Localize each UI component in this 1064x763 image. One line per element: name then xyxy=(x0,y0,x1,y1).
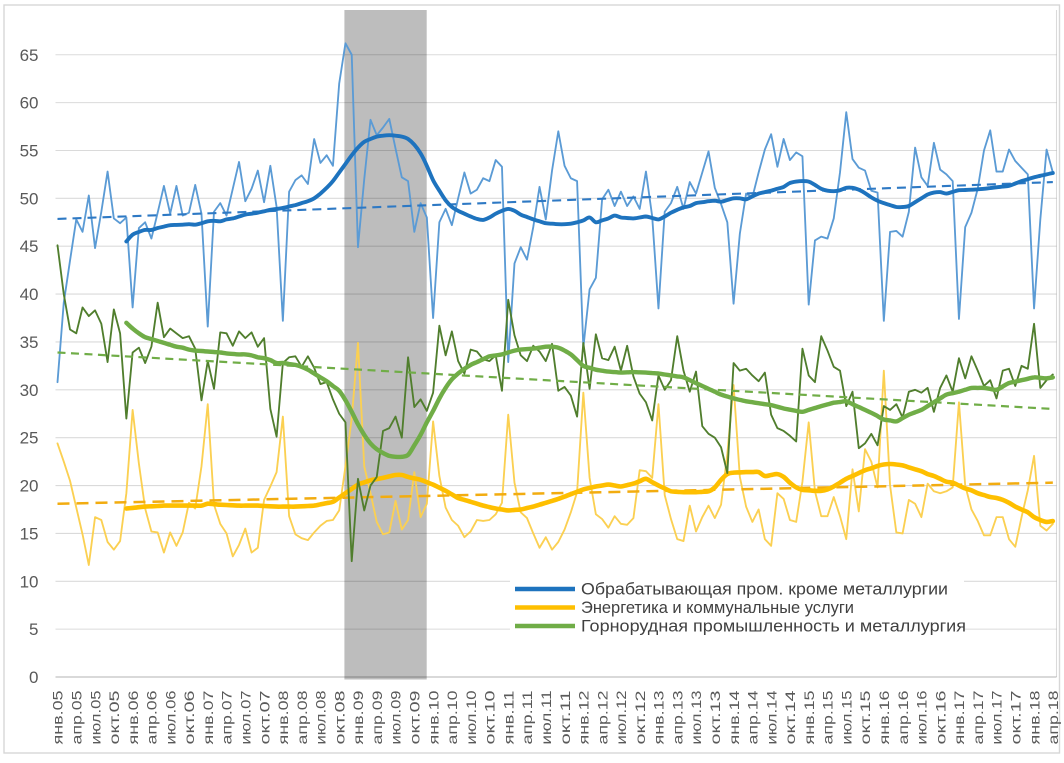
svg-text:25: 25 xyxy=(20,429,39,448)
svg-text:окт.08: окт.08 xyxy=(331,690,347,744)
svg-text:окт.12: окт.12 xyxy=(632,690,648,744)
svg-text:янв.11: янв.11 xyxy=(500,690,516,744)
svg-text:35: 35 xyxy=(20,333,39,352)
svg-text:апр.15: апр.15 xyxy=(820,690,836,744)
svg-text:Энергетика и коммунальные услу: Энергетика и коммунальные услуги xyxy=(581,598,854,617)
svg-text:янв.15: янв.15 xyxy=(801,690,817,744)
svg-text:июл.05: июл.05 xyxy=(87,690,103,744)
svg-text:окт.10: окт.10 xyxy=(482,690,498,744)
svg-text:5: 5 xyxy=(29,620,38,639)
svg-text:окт.13: окт.13 xyxy=(707,690,723,744)
svg-text:июл.14: июл.14 xyxy=(763,690,779,744)
svg-text:20: 20 xyxy=(20,477,39,496)
svg-text:июл.06: июл.06 xyxy=(162,690,178,744)
svg-text:30: 30 xyxy=(20,381,39,400)
svg-text:янв.18: янв.18 xyxy=(1026,690,1042,744)
svg-text:июл.16: июл.16 xyxy=(914,690,930,744)
svg-text:апр.07: апр.07 xyxy=(219,690,235,744)
svg-text:янв.06: янв.06 xyxy=(125,690,141,744)
svg-text:янв.07: янв.07 xyxy=(200,690,216,744)
svg-text:Горнорудная промышленность и м: Горнорудная промышленность и металлургия xyxy=(581,617,966,636)
svg-text:0: 0 xyxy=(29,668,38,687)
svg-text:окт.14: окт.14 xyxy=(782,690,798,744)
svg-text:окт.06: окт.06 xyxy=(181,690,197,744)
svg-text:55: 55 xyxy=(20,141,39,160)
svg-text:апр.17: апр.17 xyxy=(970,690,986,744)
svg-text:июл.15: июл.15 xyxy=(838,690,854,744)
svg-text:янв.14: янв.14 xyxy=(726,690,742,744)
svg-text:янв.16: янв.16 xyxy=(876,690,892,744)
svg-text:Обрабатывающая пром. кроме мет: Обрабатывающая пром. кроме металлургии xyxy=(581,580,948,599)
svg-text:апр.12: апр.12 xyxy=(594,690,610,744)
svg-text:окт.05: окт.05 xyxy=(106,690,122,744)
svg-text:апр.11: апр.11 xyxy=(519,690,535,744)
svg-text:июл.13: июл.13 xyxy=(688,690,704,744)
svg-text:апр.14: апр.14 xyxy=(745,690,761,744)
svg-text:апр.08: апр.08 xyxy=(294,690,310,744)
svg-text:15: 15 xyxy=(20,524,39,543)
svg-text:янв.05: янв.05 xyxy=(50,690,66,744)
svg-text:окт.07: окт.07 xyxy=(256,690,272,744)
svg-text:янв.12: янв.12 xyxy=(576,690,592,744)
svg-text:апр.13: апр.13 xyxy=(669,690,685,744)
svg-text:апр.05: апр.05 xyxy=(68,690,84,744)
svg-text:60: 60 xyxy=(20,94,39,113)
svg-text:окт.17: окт.17 xyxy=(1007,690,1023,744)
svg-text:июл.10: июл.10 xyxy=(463,690,479,744)
svg-text:янв.10: янв.10 xyxy=(425,690,441,744)
svg-text:окт.16: окт.16 xyxy=(932,690,948,744)
svg-text:65: 65 xyxy=(20,46,39,65)
svg-text:апр.10: апр.10 xyxy=(444,690,460,744)
svg-text:апр.06: апр.06 xyxy=(144,690,160,744)
svg-text:янв.08: янв.08 xyxy=(275,690,291,744)
svg-text:июл.12: июл.12 xyxy=(613,690,629,744)
svg-text:июл.17: июл.17 xyxy=(989,690,1005,744)
svg-text:окт.15: окт.15 xyxy=(857,690,873,744)
svg-text:янв.09: янв.09 xyxy=(350,690,366,744)
svg-text:янв.13: янв.13 xyxy=(651,690,667,744)
svg-text:апр.18: апр.18 xyxy=(1045,690,1061,744)
svg-text:июл.08: июл.08 xyxy=(313,690,329,744)
svg-text:янв.17: янв.17 xyxy=(951,690,967,744)
svg-text:окт.11: окт.11 xyxy=(557,690,573,744)
svg-text:июл.09: июл.09 xyxy=(388,690,404,744)
svg-text:июл.07: июл.07 xyxy=(238,690,254,744)
svg-text:апр.16: апр.16 xyxy=(895,690,911,744)
svg-text:10: 10 xyxy=(20,572,39,591)
svg-text:50: 50 xyxy=(20,189,39,208)
svg-text:окт.09: окт.09 xyxy=(407,690,423,744)
svg-text:45: 45 xyxy=(20,237,39,256)
svg-text:40: 40 xyxy=(20,285,39,304)
svg-text:июл.11: июл.11 xyxy=(538,690,554,744)
svg-text:апр.09: апр.09 xyxy=(369,690,385,744)
